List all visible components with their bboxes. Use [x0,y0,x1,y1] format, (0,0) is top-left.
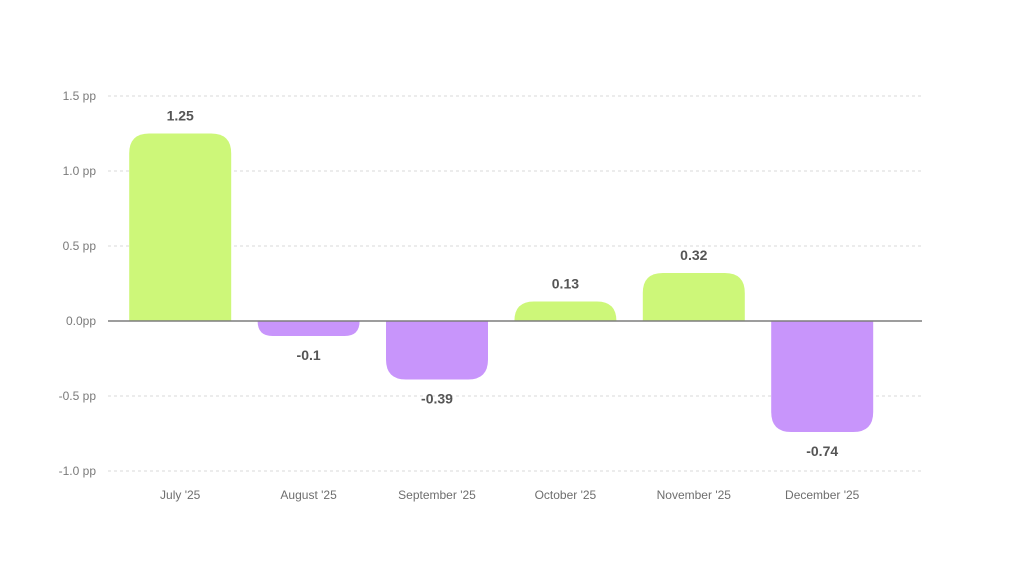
y-tick-label: 0.5 pp [63,239,97,253]
y-tick-label: 1.0 pp [63,164,97,178]
bar-positive [514,301,617,321]
bar-value-label: -0.39 [421,391,453,407]
bar-positive [129,133,232,321]
bars-layer [129,133,874,432]
x-category-label: July '25 [160,488,201,502]
bar-negative [771,321,874,432]
y-tick-label: -1.0 pp [59,464,97,478]
bar-value-label: 0.32 [680,247,707,263]
bar-value-label: -0.1 [297,347,321,363]
x-category-label: November '25 [657,488,732,502]
x-category-label: December '25 [785,488,860,502]
bar-positive [642,273,745,321]
x-category-label: October '25 [535,488,597,502]
bar-value-label: 1.25 [167,108,194,124]
bar-value-label: -0.74 [806,443,838,459]
bar-negative [257,321,360,336]
x-category-label: August '25 [280,488,337,502]
y-tick-label: -0.5 pp [59,389,97,403]
y-tick-label: 1.5 pp [63,89,97,103]
bar-negative [386,321,488,380]
y-tick-label: 0.0pp [66,314,96,328]
labels-layer: 1.5 pp 1.0 pp 0.5 pp 0.0pp -0.5 pp -1.0 pp 1.2… [59,89,860,502]
bar-value-label: 0.13 [552,276,579,292]
x-category-label: September '25 [398,488,476,502]
